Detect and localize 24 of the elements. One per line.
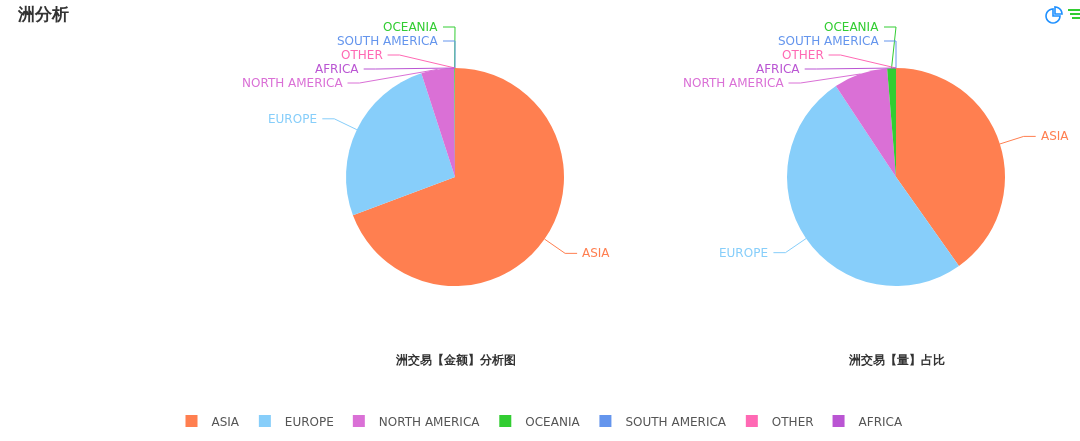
legend-label: OTHER	[771, 414, 814, 429]
legend-label: AFRICA	[858, 414, 903, 429]
category-label: SOUTH AMERICA	[337, 34, 438, 48]
text: 洲交易【金额】分析图	[395, 353, 516, 367]
slice-label: ASIA	[582, 246, 611, 260]
legend-label: OCEANIA	[525, 414, 581, 429]
slice-label: ASIA	[1041, 129, 1070, 143]
slice-label: OCEANIA	[383, 20, 439, 34]
text: 洲交易【量】占比	[848, 353, 945, 367]
slice-label: OCEANIA	[824, 20, 880, 34]
slice-label: EUROPE	[268, 112, 317, 126]
legend-label: ASIA	[211, 414, 240, 429]
category-label: AFRICA	[315, 62, 359, 76]
category-label: OTHER	[782, 48, 824, 62]
slice-label: EUROPE	[719, 246, 768, 260]
slice-label: NORTH AMERICA	[242, 76, 344, 90]
category-label: AFRICA	[756, 62, 800, 76]
category-label: OTHER	[341, 48, 383, 62]
legend-label: SOUTH AMERICA	[625, 414, 727, 429]
category-label: SOUTH AMERICA	[778, 34, 879, 48]
legend-label: EUROPE	[284, 414, 334, 429]
slice-label: NORTH AMERICA	[683, 76, 785, 90]
text: 洲分析	[17, 3, 69, 24]
legend-label: NORTH AMERICA	[378, 414, 481, 429]
